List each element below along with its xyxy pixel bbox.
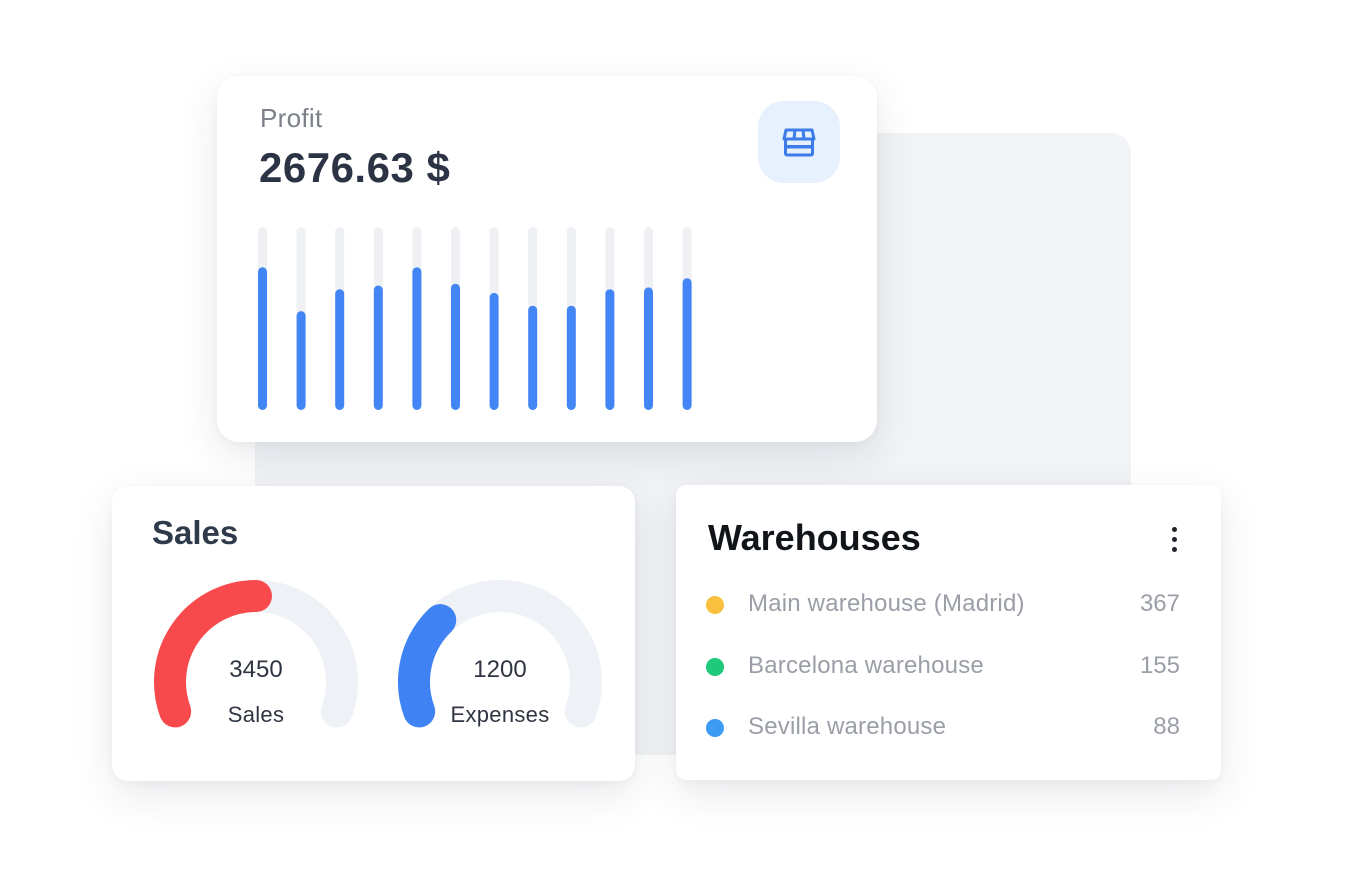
profit-bar (682, 278, 692, 410)
menu-dot (1171, 536, 1177, 542)
profit-bar (412, 267, 422, 410)
expenses-gauge-value: 1200 (473, 656, 527, 683)
warehouse-count: 367 (1139, 590, 1180, 617)
sales-card: Sales 3450 Sales 1200 Expenses (112, 486, 635, 781)
profit-bar (528, 305, 538, 410)
warehouse-name: Barcelona warehouse (748, 652, 984, 679)
bar-track (412, 227, 422, 410)
store-icon (782, 128, 816, 157)
bar-track (258, 227, 267, 410)
expenses-gauge-fill (398, 604, 457, 728)
sales-gauge: 3450 Sales (152, 578, 360, 738)
more-vertical-icon[interactable] (1160, 523, 1188, 555)
bar-track (605, 227, 615, 410)
warehouse-row-barcelona[interactable]: Barcelona warehouse 155 (706, 649, 1180, 683)
store-icon-button[interactable] (758, 101, 840, 183)
warehouse-count: 88 (1153, 713, 1180, 740)
bar-track (335, 227, 345, 410)
profit-bar (566, 305, 576, 410)
menu-dot (1171, 526, 1177, 532)
warehouse-dot-icon (706, 658, 724, 676)
warehouses-card: Warehouses Main warehouse (Madrid) 367 B… (676, 485, 1221, 780)
sales-gauge-ring (154, 580, 358, 728)
expenses-gauge-ring (398, 580, 602, 728)
sales-gauge-fill (154, 580, 272, 728)
expenses-gauge-label: Expenses (450, 702, 550, 727)
bar-track (528, 227, 538, 410)
profit-label: Profit (260, 103, 323, 133)
sales-title: Sales (152, 514, 239, 551)
warehouse-name: Sevilla warehouse (748, 713, 947, 740)
bar-track (373, 227, 383, 410)
profit-bar (335, 289, 345, 410)
profit-card: Profit 2676.63 $ (217, 76, 877, 442)
warehouse-row-madrid[interactable]: Main warehouse (Madrid) 367 (706, 587, 1180, 621)
bar-track (566, 227, 576, 410)
expenses-gauge: 1200 Expenses (396, 578, 604, 738)
warehouse-dot-icon (706, 596, 724, 614)
profit-bar (373, 285, 383, 410)
menu-dot (1171, 546, 1177, 552)
sales-gauge-value: 3450 (229, 656, 283, 683)
profit-bar (296, 311, 306, 410)
profit-value: 2676.63 $ (259, 144, 451, 191)
warehouses-title: Warehouses (708, 517, 921, 558)
sales-gauge-label: Sales (227, 702, 285, 727)
warehouse-row-sevilla[interactable]: Sevilla warehouse 88 (706, 710, 1180, 744)
bar-track (489, 227, 499, 410)
profit-bar (451, 283, 460, 410)
profit-bar (489, 292, 499, 410)
warehouse-dot-icon (706, 719, 724, 737)
profit-bar (644, 287, 653, 410)
profit-bar (258, 267, 267, 410)
bar-track (451, 227, 460, 410)
warehouse-name: Main warehouse (Madrid) (748, 590, 1025, 617)
warehouse-count: 155 (1139, 652, 1180, 679)
profit-bar (605, 289, 615, 410)
bar-track (296, 227, 306, 410)
bar-track (682, 227, 692, 410)
bar-track (644, 227, 653, 410)
